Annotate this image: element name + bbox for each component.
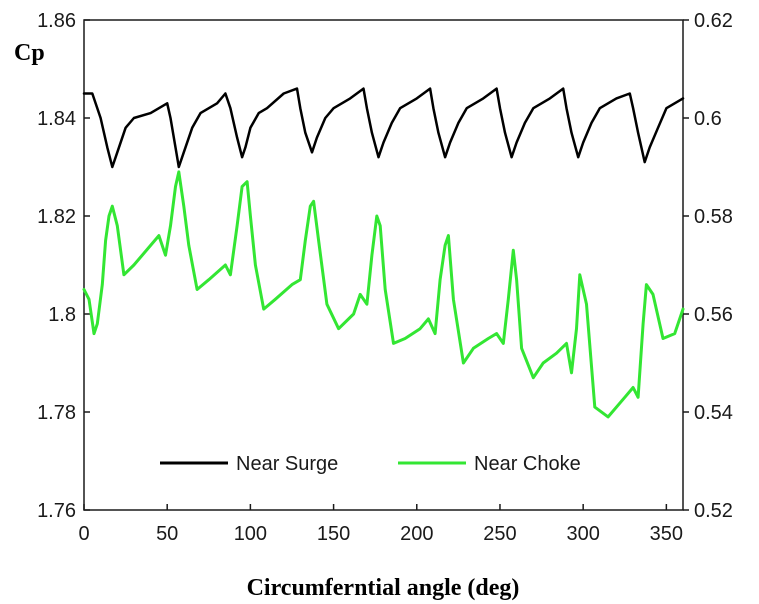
x-tick-label: 350 xyxy=(650,523,683,545)
legend: Near Surge Near Choke xyxy=(160,453,581,475)
x-tick-label: 100 xyxy=(234,523,267,545)
x-tick-label: 150 xyxy=(317,523,350,545)
y-tick-label: 1.84 xyxy=(37,108,76,130)
x-tick-label: 250 xyxy=(483,523,516,545)
plot-frame xyxy=(83,19,684,511)
y2-tick-label: 0.56 xyxy=(694,304,733,326)
x-axis-title: Circumferntial angle (deg) xyxy=(247,575,520,601)
y-axis-title: Cp xyxy=(14,40,45,66)
ticks: 0 50 100 150 200 250 300 350 1.76 1.78 1.8 1.82 1.84… xyxy=(37,10,733,545)
y2-tick-label: 0.52 xyxy=(694,500,733,522)
legend-label: Near Choke xyxy=(474,453,581,475)
legend-label: Near Surge xyxy=(236,453,338,475)
y2-tick-label: 0.6 xyxy=(694,108,722,130)
y-tick-label: 1.82 xyxy=(37,206,76,228)
y2-tick-label: 0.58 xyxy=(694,206,733,228)
y-tick-label: 1.78 xyxy=(37,402,76,424)
series-lines xyxy=(82,87,685,419)
y-tick-label: 1.76 xyxy=(37,500,76,522)
y2-tick-label: 0.54 xyxy=(694,402,733,424)
y-tick-label: 1.8 xyxy=(48,304,76,326)
x-tick-label: 300 xyxy=(566,523,599,545)
series-line-near-choke xyxy=(82,170,685,419)
x-tick-label: 200 xyxy=(400,523,433,545)
series-line-near-surge xyxy=(82,87,685,169)
x-tick-label: 50 xyxy=(156,523,178,545)
y2-tick-label: 0.62 xyxy=(694,10,733,32)
x-tick-label: 0 xyxy=(78,523,89,545)
y-tick-label: 1.86 xyxy=(37,10,76,32)
